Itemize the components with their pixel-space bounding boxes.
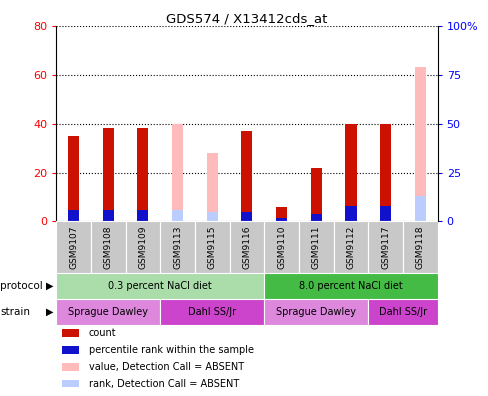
Bar: [160, 221, 195, 273]
Bar: [276, 207, 286, 221]
Text: GSM9117: GSM9117: [380, 226, 389, 269]
Bar: [62, 329, 79, 337]
Bar: [102, 128, 114, 221]
Text: Sprague Dawley: Sprague Dawley: [276, 307, 356, 317]
Bar: [125, 221, 160, 273]
Bar: [367, 221, 402, 273]
Bar: [367, 299, 437, 325]
Bar: [102, 210, 114, 221]
Bar: [379, 124, 390, 221]
Text: GSM9108: GSM9108: [103, 226, 113, 269]
Text: GSM9111: GSM9111: [311, 226, 320, 269]
Text: Dahl SS/Jr: Dahl SS/Jr: [378, 307, 426, 317]
Bar: [345, 124, 356, 221]
Bar: [310, 213, 321, 221]
Bar: [62, 346, 79, 354]
Bar: [402, 221, 437, 273]
Text: count: count: [88, 328, 116, 338]
Text: 0.3 percent NaCl diet: 0.3 percent NaCl diet: [108, 281, 212, 291]
Bar: [310, 168, 321, 221]
Bar: [68, 136, 79, 221]
Bar: [62, 380, 79, 387]
Bar: [241, 211, 252, 221]
Bar: [91, 221, 125, 273]
Bar: [264, 299, 367, 325]
Bar: [172, 210, 183, 221]
Bar: [172, 124, 183, 221]
Text: percentile rank within the sample: percentile rank within the sample: [88, 345, 253, 355]
Bar: [195, 221, 229, 273]
Bar: [333, 221, 367, 273]
Text: ▶: ▶: [46, 307, 54, 317]
Bar: [56, 221, 91, 273]
Bar: [68, 210, 79, 221]
Text: rank, Detection Call = ABSENT: rank, Detection Call = ABSENT: [88, 379, 239, 388]
Bar: [414, 196, 425, 221]
Text: protocol: protocol: [0, 281, 43, 291]
Text: ▶: ▶: [46, 281, 54, 291]
Text: GSM9112: GSM9112: [346, 226, 355, 269]
Text: GSM9107: GSM9107: [69, 226, 78, 269]
Text: GSM9113: GSM9113: [173, 226, 182, 269]
Bar: [276, 217, 286, 221]
Bar: [137, 128, 148, 221]
Bar: [345, 206, 356, 221]
Text: Dahl SS/Jr: Dahl SS/Jr: [188, 307, 236, 317]
Bar: [379, 206, 390, 221]
Title: GDS574 / X13412cds_at: GDS574 / X13412cds_at: [166, 11, 327, 25]
Bar: [206, 211, 217, 221]
Bar: [206, 153, 217, 221]
Text: GSM9109: GSM9109: [138, 226, 147, 269]
Text: GSM9110: GSM9110: [277, 226, 285, 269]
Bar: [62, 363, 79, 371]
Text: strain: strain: [0, 307, 30, 317]
Bar: [56, 299, 160, 325]
Bar: [264, 273, 437, 299]
Bar: [264, 221, 298, 273]
Bar: [229, 221, 264, 273]
Text: GSM9116: GSM9116: [242, 226, 251, 269]
Bar: [414, 67, 425, 221]
Text: value, Detection Call = ABSENT: value, Detection Call = ABSENT: [88, 362, 244, 372]
Bar: [241, 131, 252, 221]
Text: GSM9115: GSM9115: [207, 226, 216, 269]
Bar: [160, 299, 264, 325]
Bar: [56, 273, 264, 299]
Text: Sprague Dawley: Sprague Dawley: [68, 307, 148, 317]
Text: 8.0 percent NaCl diet: 8.0 percent NaCl diet: [299, 281, 402, 291]
Text: GSM9118: GSM9118: [415, 226, 424, 269]
Bar: [137, 210, 148, 221]
Bar: [298, 221, 333, 273]
